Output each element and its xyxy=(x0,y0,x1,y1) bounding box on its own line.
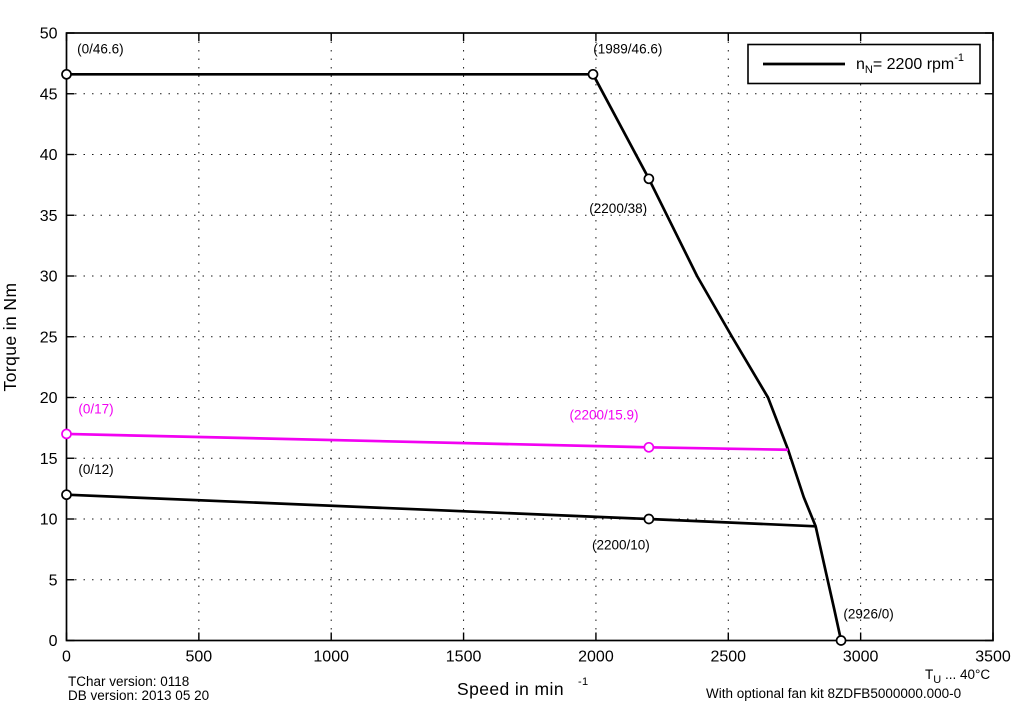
y-tick-label: 40 xyxy=(40,147,58,164)
legend-label-mid: = 2200 rpm xyxy=(873,56,954,73)
marker-torque-limit-envelope xyxy=(835,635,847,646)
y-tick-label: 25 xyxy=(40,329,58,346)
annotation: (2200/15.9) xyxy=(569,407,638,422)
legend: nN= 2200 rpm-1 xyxy=(747,43,981,85)
gridlines xyxy=(66,33,993,641)
plot-border xyxy=(65,32,994,642)
legend-label-sub: N xyxy=(865,64,873,76)
db-version-note: DB version: 2013 05 20 xyxy=(68,688,209,703)
x-tick-label: 1500 xyxy=(446,649,482,666)
x-tick-label: 3500 xyxy=(975,649,1011,666)
ambient-rest: ... 40°C xyxy=(941,667,990,682)
point-annotations: (0/46.6) (1989/46.6) (2200/38) (0/17) (2200/… xyxy=(77,42,894,622)
legend-label-sup: -1 xyxy=(954,52,964,64)
y-tick-label: 50 xyxy=(40,26,58,43)
x-tick-label: 500 xyxy=(186,649,213,666)
x-tick-label: 1000 xyxy=(313,649,349,666)
series-continuous-torque-with-fan xyxy=(66,432,789,452)
annotation: (1989/46.6) xyxy=(593,42,662,57)
y-tick-label: 15 xyxy=(40,451,58,468)
fan-kit-note: With optional fan kit 8ZDFB5000000.000-0 xyxy=(706,686,961,701)
axis-ticks xyxy=(65,32,994,642)
legend-label: nN= 2200 rpm-1 xyxy=(856,52,964,76)
annotation: (2926/0) xyxy=(843,607,893,622)
x-tick-label: 2000 xyxy=(578,649,614,666)
data-markers xyxy=(61,68,847,646)
annotation: (2200/10) xyxy=(592,537,650,552)
marker-torque-limit-envelope xyxy=(587,68,599,80)
data-series xyxy=(66,72,843,641)
marker-torque-limit-envelope xyxy=(643,173,655,185)
tick-labels: 0 500 1000 1500 2000 2500 3000 3500 0 5 10 15 20 25 30… xyxy=(40,26,1011,666)
annotation: (0/46.6) xyxy=(77,42,124,57)
tchar-version-note: TChar version: 0118 xyxy=(68,674,189,689)
y-axis-title: Torque in Nm xyxy=(0,283,20,392)
x-tick-label: 3000 xyxy=(843,649,879,666)
y-tick-label: 35 xyxy=(40,208,58,225)
x-axis-title-text: Speed in min xyxy=(457,679,564,699)
x-tick-label: 2500 xyxy=(710,649,746,666)
series-continuous-torque xyxy=(66,493,816,528)
y-tick-label: 20 xyxy=(40,390,58,407)
y-tick-label: 10 xyxy=(40,512,58,529)
y-tick-label: 5 xyxy=(49,572,58,589)
y-tick-label: 30 xyxy=(40,269,58,286)
annotation: (0/12) xyxy=(78,462,113,477)
ambient-temperature-note: TU ... 40°C xyxy=(925,667,990,686)
marker-continuous-torque xyxy=(643,513,655,525)
y-tick-label: 45 xyxy=(40,86,58,103)
marker-continuous-torque xyxy=(61,489,72,501)
x-tick-label: 0 xyxy=(62,649,71,666)
marker-continuous-torque-with-fan xyxy=(61,428,72,440)
y-tick-label: 0 xyxy=(49,633,58,650)
series-torque-limit-envelope xyxy=(66,72,843,641)
ambient-sub: U xyxy=(933,674,941,686)
ambient-base: T xyxy=(925,667,933,682)
x-axis-title-superscript: -1 xyxy=(578,676,589,688)
x-axis-title: Speed in min -1 xyxy=(457,676,589,699)
marker-torque-limit-envelope xyxy=(61,68,72,80)
legend-label-base: n xyxy=(856,56,865,73)
annotation: (0/17) xyxy=(78,401,113,416)
annotation: (2200/38) xyxy=(589,201,647,216)
marker-continuous-torque-with-fan xyxy=(643,441,655,453)
